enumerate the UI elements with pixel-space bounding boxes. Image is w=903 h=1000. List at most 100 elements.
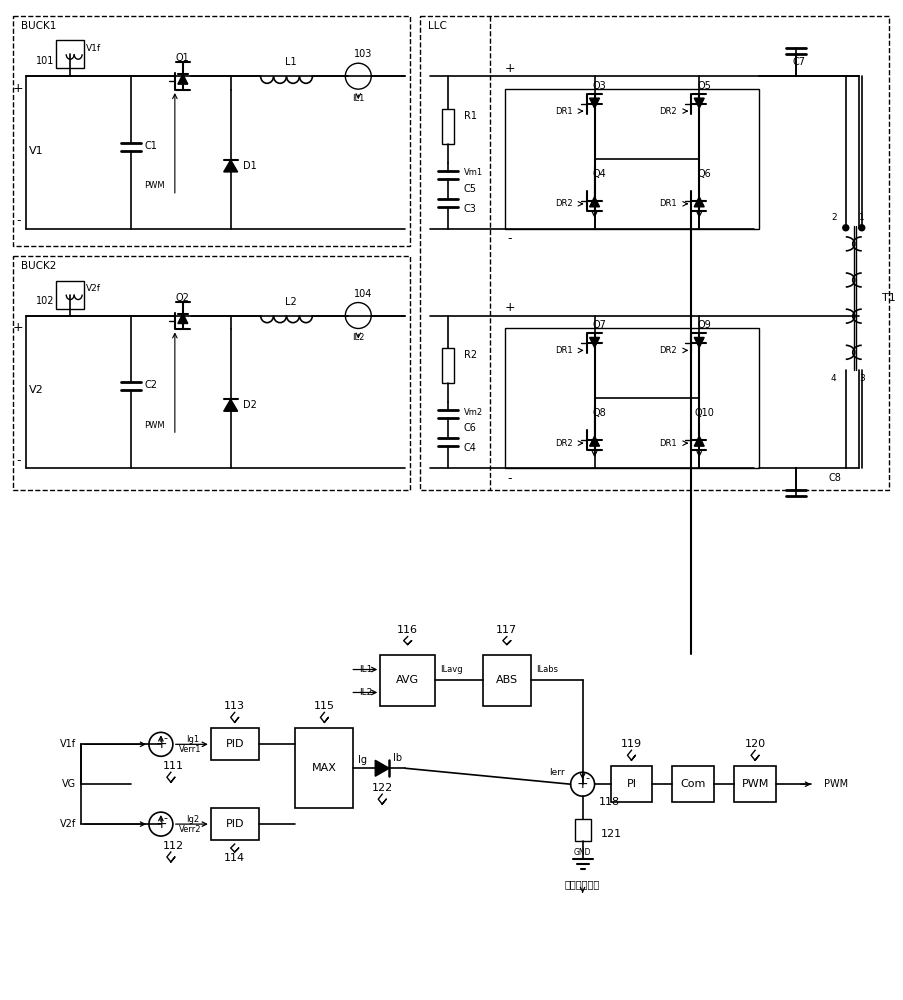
Text: C1: C1 bbox=[144, 141, 158, 151]
Text: C6: C6 bbox=[463, 423, 476, 433]
Text: V1f: V1f bbox=[60, 739, 76, 749]
Polygon shape bbox=[694, 197, 703, 207]
Text: L2: L2 bbox=[284, 297, 296, 307]
Text: C4: C4 bbox=[463, 443, 476, 453]
Text: PID: PID bbox=[225, 739, 244, 749]
Text: Ig: Ig bbox=[358, 755, 367, 765]
Text: C2: C2 bbox=[144, 380, 158, 390]
Bar bbox=[442, 109, 453, 144]
Text: PWM: PWM bbox=[144, 181, 165, 190]
Text: 并机均流总线: 并机均流总线 bbox=[564, 879, 600, 889]
Text: C5: C5 bbox=[463, 184, 477, 194]
Text: -: - bbox=[16, 454, 21, 467]
Text: 4: 4 bbox=[830, 374, 835, 383]
Text: 118: 118 bbox=[598, 797, 619, 807]
Text: L1: L1 bbox=[284, 57, 296, 67]
Text: Q5: Q5 bbox=[696, 81, 711, 91]
Text: PWM: PWM bbox=[823, 779, 847, 789]
Text: MAX: MAX bbox=[312, 763, 337, 773]
Text: +: + bbox=[504, 62, 515, 75]
Text: AVG: AVG bbox=[396, 675, 419, 685]
Polygon shape bbox=[589, 436, 599, 446]
Polygon shape bbox=[178, 314, 188, 323]
Polygon shape bbox=[694, 98, 703, 108]
Text: Q1: Q1 bbox=[176, 53, 190, 63]
Polygon shape bbox=[223, 399, 237, 411]
Text: V1: V1 bbox=[29, 146, 43, 156]
Text: ILabs: ILabs bbox=[535, 665, 557, 674]
Text: V1f: V1f bbox=[86, 44, 101, 53]
Polygon shape bbox=[223, 160, 237, 172]
Text: BUCK2: BUCK2 bbox=[22, 261, 57, 271]
Text: DR1: DR1 bbox=[554, 346, 572, 355]
Polygon shape bbox=[178, 74, 188, 84]
Text: R2: R2 bbox=[463, 350, 477, 360]
Text: 121: 121 bbox=[600, 829, 621, 839]
Text: 1: 1 bbox=[858, 213, 863, 222]
Text: C8: C8 bbox=[828, 473, 841, 483]
Text: 3: 3 bbox=[858, 374, 863, 383]
Text: Vm2: Vm2 bbox=[463, 408, 482, 417]
Text: C7: C7 bbox=[792, 57, 805, 67]
Text: ABS: ABS bbox=[495, 675, 517, 685]
Text: PI: PI bbox=[626, 779, 636, 789]
Bar bbox=[210, 728, 258, 760]
Text: V2: V2 bbox=[29, 385, 43, 395]
Bar bbox=[420, 16, 888, 490]
Bar bbox=[295, 728, 353, 808]
Bar bbox=[504, 89, 759, 229]
Text: DR1: DR1 bbox=[658, 199, 676, 208]
Text: +: + bbox=[13, 321, 23, 334]
Text: T1: T1 bbox=[880, 293, 895, 303]
Bar bbox=[380, 655, 434, 706]
Text: Q4: Q4 bbox=[592, 169, 606, 179]
Text: Q3: Q3 bbox=[592, 81, 606, 91]
Text: +: + bbox=[13, 82, 23, 95]
Text: DR2: DR2 bbox=[658, 107, 676, 116]
Text: V2f: V2f bbox=[86, 284, 101, 293]
Bar bbox=[504, 328, 759, 468]
Text: VG: VG bbox=[62, 779, 76, 789]
Text: 102: 102 bbox=[36, 296, 55, 306]
Text: Q6: Q6 bbox=[696, 169, 711, 179]
Bar bbox=[733, 766, 775, 802]
Text: PWM: PWM bbox=[740, 779, 768, 789]
Text: D2: D2 bbox=[242, 400, 256, 410]
Text: 120: 120 bbox=[744, 739, 765, 749]
Text: IL1: IL1 bbox=[351, 94, 364, 103]
Text: -: - bbox=[585, 773, 589, 783]
Circle shape bbox=[858, 225, 864, 231]
Polygon shape bbox=[694, 436, 703, 446]
Text: 115: 115 bbox=[313, 701, 334, 711]
Text: 119: 119 bbox=[620, 739, 641, 749]
Text: PID: PID bbox=[225, 819, 244, 829]
Text: ILavg: ILavg bbox=[440, 665, 462, 674]
Circle shape bbox=[842, 225, 848, 231]
Text: DR2: DR2 bbox=[658, 346, 676, 355]
Text: -: - bbox=[163, 813, 168, 823]
Text: DR2: DR2 bbox=[554, 199, 572, 208]
Text: Ib: Ib bbox=[392, 753, 401, 763]
Text: D1: D1 bbox=[242, 161, 256, 171]
Text: DR1: DR1 bbox=[658, 439, 676, 448]
Polygon shape bbox=[589, 98, 599, 108]
Text: Q10: Q10 bbox=[694, 408, 713, 418]
Text: V2f: V2f bbox=[60, 819, 76, 829]
Text: DR2: DR2 bbox=[554, 439, 572, 448]
Text: -: - bbox=[163, 733, 168, 743]
Text: BUCK1: BUCK1 bbox=[22, 21, 57, 31]
Bar bbox=[574, 819, 590, 841]
Text: IL1: IL1 bbox=[358, 665, 372, 674]
Bar bbox=[56, 40, 84, 68]
Text: Verr1: Verr1 bbox=[179, 745, 201, 754]
Bar bbox=[610, 766, 652, 802]
Text: Q7: Q7 bbox=[592, 320, 606, 330]
Text: 113: 113 bbox=[224, 701, 245, 711]
Text: 122: 122 bbox=[371, 783, 393, 793]
Text: R1: R1 bbox=[463, 111, 477, 121]
Bar bbox=[210, 808, 258, 840]
Text: Verr2: Verr2 bbox=[179, 825, 201, 834]
Text: Ierr: Ierr bbox=[548, 768, 564, 777]
Text: Com: Com bbox=[680, 779, 705, 789]
Text: +: + bbox=[155, 817, 166, 831]
